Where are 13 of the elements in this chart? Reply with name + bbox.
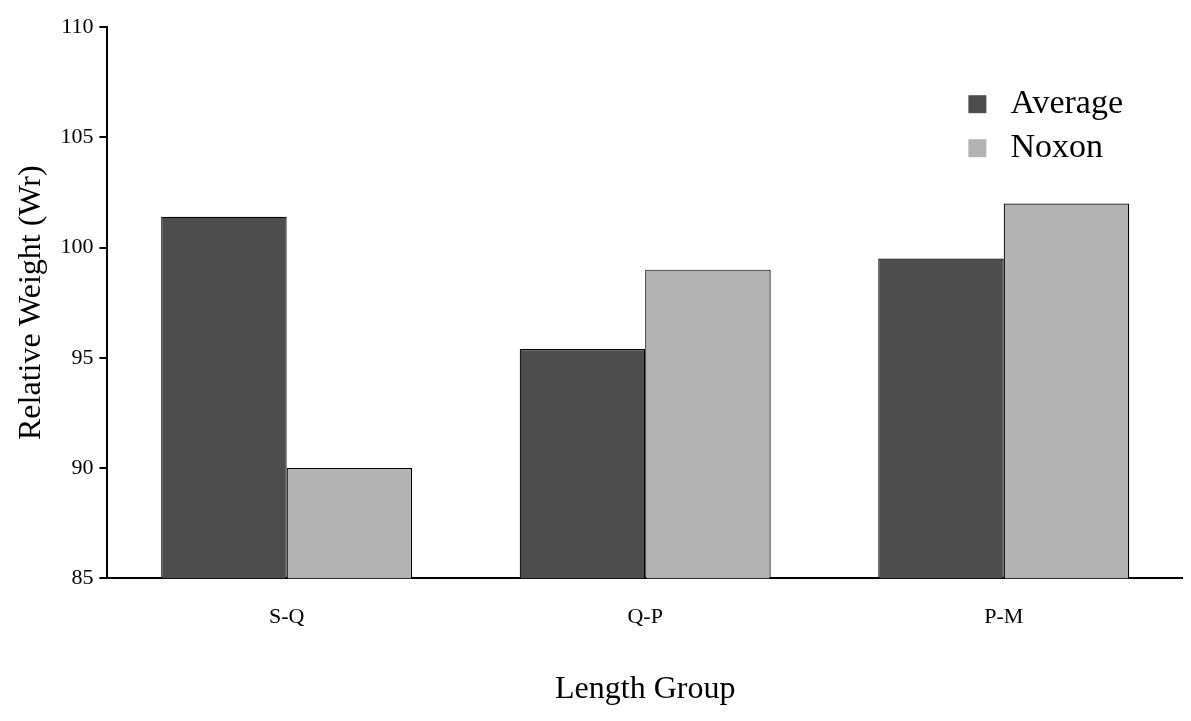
x-tick-label: P-M [984, 603, 1024, 629]
y-tick-label: 100 [60, 233, 94, 259]
legend-label: Average [1010, 83, 1123, 121]
y-tick-label: 95 [71, 343, 94, 369]
y-tick-label: 110 [61, 12, 94, 38]
y-axis-title: Relative Weight (Wr) [10, 165, 47, 440]
y-tick-label: 90 [71, 453, 94, 479]
x-axis-title: Length Group [555, 669, 736, 706]
legend-label: Noxon [1010, 127, 1103, 165]
y-tick-label: 105 [60, 123, 94, 149]
y-tick-label: 85 [71, 563, 94, 589]
x-tick-label: S-Q [268, 603, 305, 629]
x-tick-label: Q-P [627, 603, 663, 629]
